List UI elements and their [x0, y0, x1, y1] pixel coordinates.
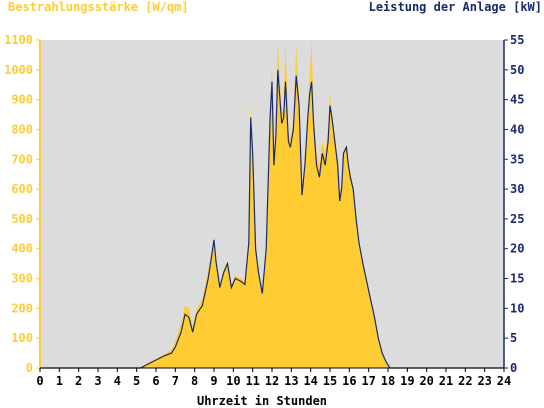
y-right-tick-label: 25 — [510, 212, 524, 226]
x-tick-label: 4 — [114, 374, 121, 388]
y-left-tick-label: 1100 — [4, 33, 33, 47]
y-right-tick-label: 55 — [510, 33, 524, 47]
y-right-tick-label: 50 — [510, 63, 524, 77]
x-tick-label: 6 — [152, 374, 159, 388]
y-right-tick-label: 0 — [510, 361, 517, 375]
series-layer — [40, 40, 504, 369]
x-tick-label: 24 — [497, 374, 511, 388]
right-axis-title: Leistung der Anlage [kW] — [369, 0, 542, 14]
x-tick-label: 14 — [303, 374, 317, 388]
y-left-tick-label: 700 — [11, 152, 33, 166]
left-axis-title: Bestrahlungsstärke [W/qm] — [8, 0, 189, 14]
x-tick-label: 13 — [284, 374, 298, 388]
power-line — [40, 69, 504, 369]
x-tick-label: 21 — [439, 374, 453, 388]
x-tick-label: 10 — [226, 374, 240, 388]
y-left-tick-label: 400 — [11, 242, 33, 256]
x-tick-label: 15 — [323, 374, 337, 388]
x-tick-label: 16 — [342, 374, 356, 388]
y-left-tick-label: 200 — [11, 301, 33, 315]
x-tick-label: 7 — [172, 374, 179, 388]
x-tick-label: 12 — [265, 374, 279, 388]
y-left-tick-label: 100 — [11, 331, 33, 345]
x-tick-label: 1 — [56, 374, 63, 388]
y-right-tick-label: 45 — [510, 93, 524, 107]
x-tick-label: 2 — [75, 374, 82, 388]
y-left-tick-label: 600 — [11, 182, 33, 196]
y-left-tick-label: 1000 — [4, 63, 33, 77]
y-right-tick-label: 40 — [510, 122, 524, 136]
irradiance-area — [40, 40, 504, 368]
x-tick-label: 17 — [361, 374, 375, 388]
y-right-tick-label: 20 — [510, 242, 524, 256]
y-left-tick-label: 800 — [11, 122, 33, 136]
y-right-tick-label: 35 — [510, 152, 524, 166]
y-right-tick-label: 5 — [510, 331, 517, 345]
y-right-tick-label: 10 — [510, 301, 524, 315]
x-tick-label: 11 — [245, 374, 259, 388]
x-tick-label: 5 — [133, 374, 140, 388]
y-left-tick-label: 300 — [11, 272, 33, 286]
x-tick-label: 9 — [210, 374, 217, 388]
ticks-layer: 0100200300400500600700800900100011000510… — [4, 33, 524, 388]
x-tick-label: 18 — [381, 374, 395, 388]
x-tick-label: 3 — [94, 374, 101, 388]
x-tick-label: 8 — [191, 374, 198, 388]
y-left-tick-label: 500 — [11, 212, 33, 226]
x-tick-label: 23 — [477, 374, 491, 388]
x-tick-label: 0 — [36, 374, 43, 388]
x-axis-title: Uhrzeit in Stunden — [197, 394, 327, 408]
x-tick-label: 22 — [458, 374, 472, 388]
x-tick-label: 20 — [419, 374, 433, 388]
y-left-tick-label: 900 — [11, 93, 33, 107]
y-right-tick-label: 30 — [510, 182, 524, 196]
y-left-tick-label: 0 — [26, 361, 33, 375]
x-tick-label: 19 — [400, 374, 414, 388]
y-right-tick-label: 15 — [510, 272, 524, 286]
